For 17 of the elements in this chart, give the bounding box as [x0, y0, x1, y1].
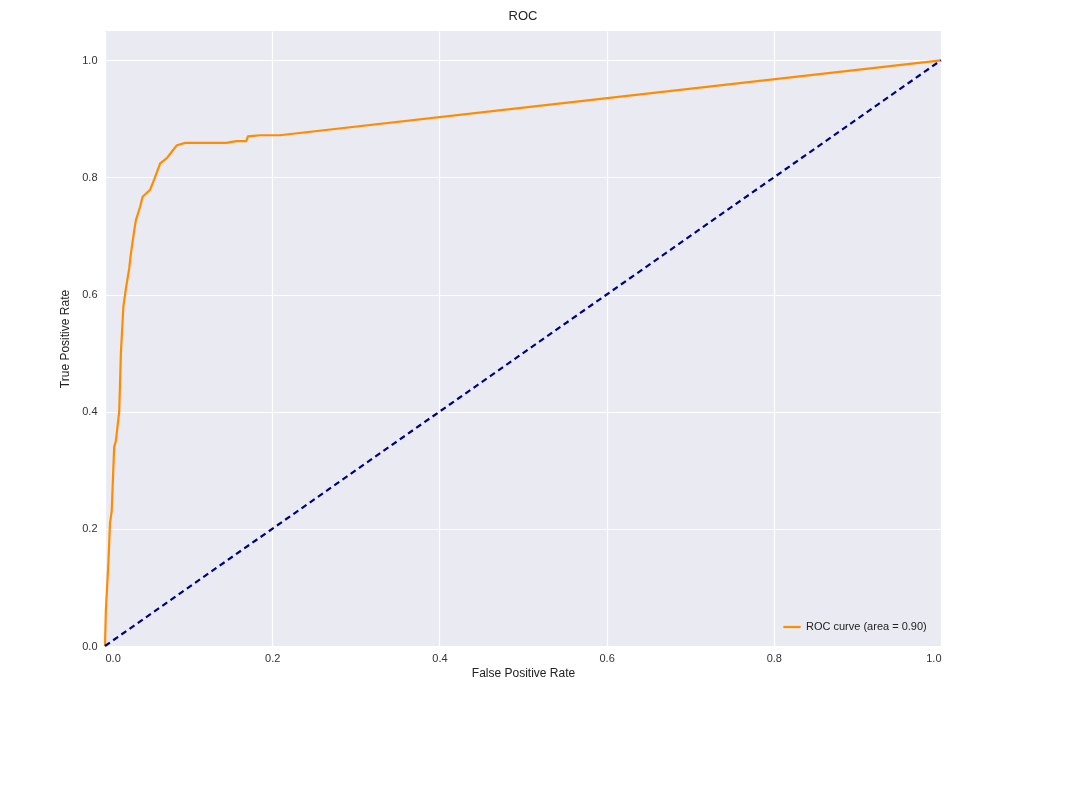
x-axis-title: False Positive Rate — [471, 665, 576, 680]
x-tick-label: 1.0 — [926, 651, 942, 664]
y-tick-label: 1.0 — [82, 53, 98, 66]
y-tick-label: 0.4 — [82, 405, 98, 418]
legend-label: ROC curve (area = 0.90) — [806, 620, 927, 632]
x-tick-label: 0.8 — [766, 651, 782, 664]
x-tick-label: 0.2 — [265, 651, 281, 664]
y-tick-label: 0.0 — [82, 639, 98, 652]
x-tick-label: 0.6 — [599, 651, 615, 664]
y-tick-label: 0.8 — [82, 170, 98, 183]
y-axis-title: True Positive Rate — [58, 289, 73, 389]
x-tick-label: 0.4 — [432, 651, 448, 664]
line-series — [103, 59, 943, 648]
y-tick-label: 0.6 — [82, 288, 98, 301]
y-tick-label: 0.2 — [82, 522, 98, 535]
chart-title: ROC — [508, 8, 538, 23]
x-tick-label: 0.0 — [105, 651, 121, 664]
